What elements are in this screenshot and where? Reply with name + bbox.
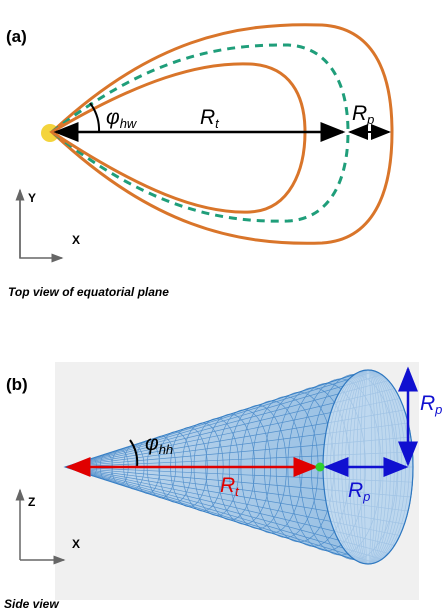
panel-label: (a) bbox=[6, 27, 27, 46]
panel-label: (b) bbox=[6, 375, 28, 394]
rp-label: Rp bbox=[352, 102, 374, 127]
axes-icon bbox=[20, 192, 62, 258]
rt-label: Rt bbox=[200, 106, 220, 131]
rp-vertical-label: Rp bbox=[420, 392, 442, 417]
panel-a: (a) φhw Rt Rp Y X Top view of equatorial… bbox=[6, 25, 392, 299]
axis-label: Y bbox=[28, 191, 36, 205]
axis-label: X bbox=[72, 233, 80, 247]
axis-label: Z bbox=[28, 495, 35, 509]
caption: Top view of equatorial plane bbox=[8, 285, 169, 299]
axis-label: X bbox=[72, 537, 80, 551]
angle-label: φhw bbox=[106, 106, 138, 131]
panel-b: (b) φhh Rt Rp Rp Z X Side view bbox=[4, 362, 442, 611]
center-point bbox=[316, 463, 325, 472]
figure: (a) φhw Rt Rp Y X Top view of equatorial… bbox=[0, 0, 448, 614]
inner-boundary bbox=[52, 64, 305, 212]
caption: Side view bbox=[4, 597, 59, 611]
